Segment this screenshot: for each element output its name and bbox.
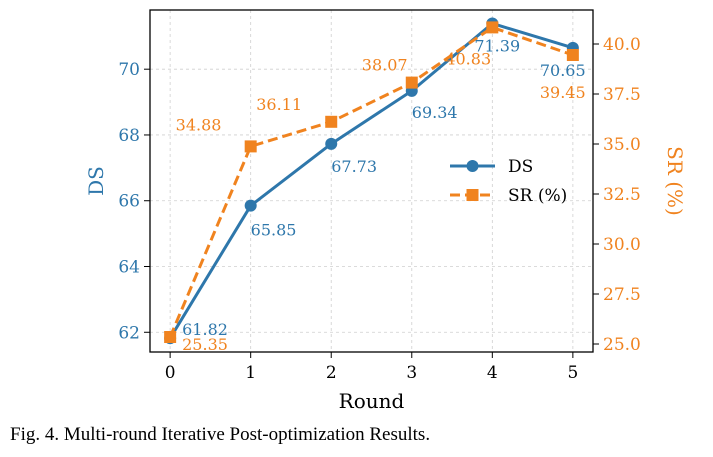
ds-point	[244, 199, 257, 212]
ds-series-line	[168, 21, 574, 339]
x-tick-label: 0	[165, 363, 176, 383]
y-left-tick-label: 70	[118, 60, 140, 80]
y-right-tick-label: 37.5	[603, 85, 641, 105]
x-tick-label: 3	[406, 363, 417, 383]
legend-marker-ds	[466, 160, 479, 172]
ds-data-label: 61.82	[182, 320, 228, 339]
sr-data-label: 38.07	[362, 56, 408, 75]
axes: 0 1 2 3 4 5 62 64 66 68 70 25.0 27.5 30.0 32.5 35.0 37.5…	[118, 35, 641, 383]
sr-data-label: 39.45	[540, 83, 586, 102]
y-left-tick-label: 62	[118, 323, 140, 343]
sr-data-label: 34.88	[176, 115, 222, 134]
ds-data-label: 69.34	[412, 103, 458, 122]
sr-point	[244, 140, 257, 153]
figure-caption: Fig. 4. Multi-round Iterative Post-optim…	[10, 424, 431, 445]
x-tick-label: 4	[487, 363, 498, 383]
legend: DS SR (%)	[450, 157, 567, 206]
y-right-tick-label: 30.0	[603, 235, 641, 255]
ds-data-label: 70.65	[540, 61, 586, 80]
x-tick-label: 2	[326, 363, 337, 383]
grid	[150, 10, 593, 352]
sr-point	[566, 49, 579, 61]
ds-point	[325, 137, 338, 150]
sr-point	[325, 115, 338, 128]
y-right-tick-label: 40.0	[603, 35, 641, 55]
legend-marker-sr	[466, 189, 479, 201]
x-tick-label: 5	[567, 363, 578, 383]
y-right-tick-label: 27.5	[603, 285, 641, 305]
x-axis-label: Round	[339, 389, 405, 413]
y-left-axis-label: DS	[84, 166, 108, 196]
y-right-axis-label: SR (%)	[663, 146, 687, 216]
sr-point	[486, 21, 499, 34]
legend-label-ds: DS	[508, 157, 533, 177]
sr-data-label: 40.83	[445, 49, 491, 68]
y-left-tick-label: 64	[118, 258, 140, 278]
series-lines	[168, 21, 574, 339]
y-right-tick-label: 35.0	[603, 135, 641, 155]
y-right-tick-label: 32.5	[603, 185, 641, 205]
legend-label-sr: SR (%)	[508, 186, 567, 206]
x-tick-label: 1	[245, 363, 256, 383]
sr-series-line	[168, 25, 574, 338]
plot-frame	[149, 9, 594, 353]
series-markers	[164, 17, 579, 345]
y-right-tick-label: 25.0	[603, 335, 641, 355]
sr-point	[164, 331, 177, 343]
ds-data-label: 71.39	[474, 36, 520, 55]
ds-data-label: 65.85	[251, 221, 297, 240]
y-left-tick-label: 68	[118, 126, 140, 146]
sr-point	[405, 76, 418, 89]
chart: 61.82 65.85 67.73 69.34 71.39 70.65 25.35 34.88…	[84, 9, 687, 413]
data-labels: 61.82 65.85 67.73 69.34 71.39 70.65 25.35 34.88…	[176, 36, 586, 354]
sr-data-label: 25.35	[182, 335, 228, 354]
ds-data-label: 67.73	[331, 157, 377, 176]
y-left-tick-label: 66	[118, 192, 140, 212]
sr-data-label: 36.11	[256, 95, 302, 114]
